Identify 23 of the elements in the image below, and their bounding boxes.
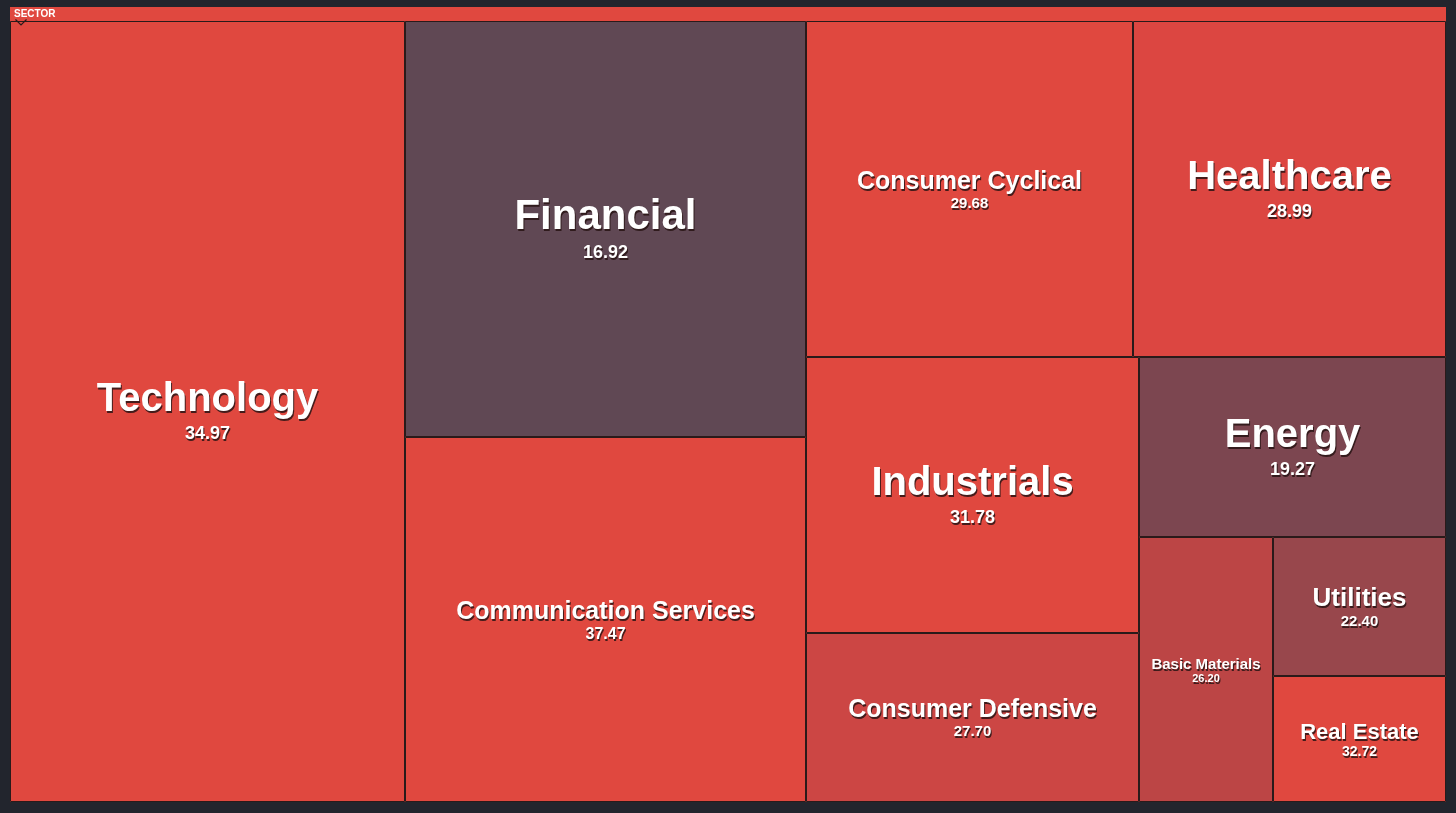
data-label: 37.47 bbox=[585, 624, 626, 642]
data-label: 22.40 bbox=[1340, 611, 1379, 629]
category-label: Utilities bbox=[1312, 582, 1407, 613]
data-label: 34.97 bbox=[184, 423, 231, 444]
data-label: 19.27 bbox=[1269, 458, 1316, 479]
category-label: Energy bbox=[1224, 410, 1362, 455]
category-label: Basic Materials bbox=[1151, 655, 1261, 673]
data-label: 31.78 bbox=[949, 506, 996, 527]
category-label: Industrials bbox=[871, 458, 1074, 503]
data-label: 16.92 bbox=[582, 242, 629, 263]
data-label: 29.68 bbox=[950, 193, 989, 211]
text: SECTOR bbox=[14, 8, 57, 20]
data-label: 32.72 bbox=[1341, 742, 1378, 759]
category-label: Healthcare bbox=[1187, 152, 1392, 197]
category-label: Financial bbox=[514, 190, 697, 238]
category-label: Real Estate bbox=[1300, 718, 1419, 744]
category-label: Communication Services bbox=[456, 596, 755, 625]
category-label: Technology bbox=[96, 375, 319, 420]
data-label: 27.70 bbox=[953, 722, 992, 740]
data-label: 28.99 bbox=[1266, 200, 1313, 221]
category-label: Consumer Defensive bbox=[848, 694, 1097, 723]
data-label: 26.20 bbox=[1192, 671, 1220, 684]
category-label: Consumer Cyclical bbox=[856, 165, 1083, 194]
